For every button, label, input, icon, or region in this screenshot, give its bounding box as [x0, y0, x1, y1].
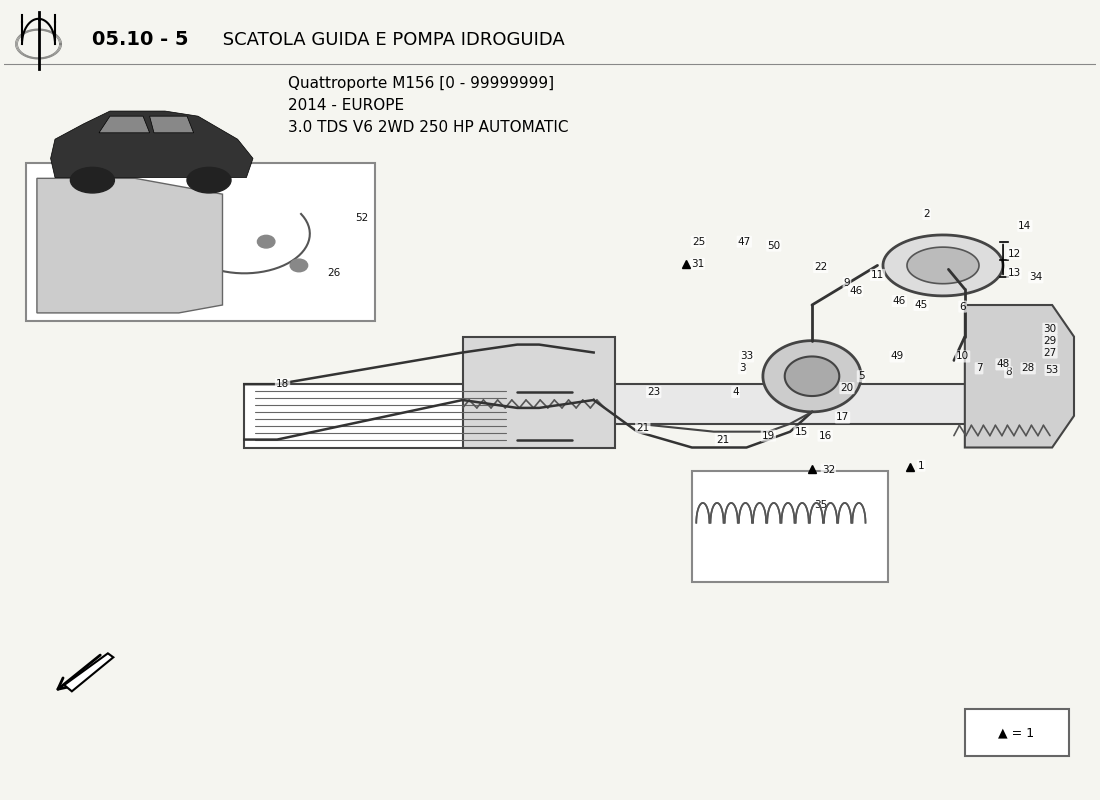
Text: 28: 28: [1022, 363, 1035, 374]
Text: 7: 7: [976, 363, 982, 374]
Text: 50: 50: [767, 241, 780, 250]
Text: 52: 52: [355, 213, 368, 223]
Text: 3: 3: [739, 363, 746, 374]
Text: 5: 5: [858, 371, 865, 382]
Text: 21: 21: [636, 422, 649, 433]
Text: 46: 46: [849, 286, 862, 296]
Text: 34: 34: [1030, 272, 1043, 282]
Text: 05.10 - 5: 05.10 - 5: [91, 30, 188, 50]
Text: 8: 8: [1005, 367, 1012, 378]
Text: 21: 21: [716, 434, 729, 445]
Polygon shape: [965, 305, 1074, 447]
Text: 47: 47: [738, 237, 751, 246]
FancyBboxPatch shape: [244, 384, 517, 447]
Polygon shape: [784, 357, 839, 396]
Text: 17: 17: [836, 413, 849, 422]
Text: 2014 - EUROPE: 2014 - EUROPE: [288, 98, 404, 113]
Text: 32: 32: [822, 465, 835, 474]
FancyBboxPatch shape: [965, 709, 1068, 756]
Text: 30: 30: [1044, 324, 1056, 334]
Text: 16: 16: [818, 430, 832, 441]
Text: 20: 20: [840, 383, 854, 393]
Text: 10: 10: [956, 351, 969, 362]
FancyBboxPatch shape: [692, 471, 889, 582]
Text: 49: 49: [891, 351, 904, 362]
Text: 45: 45: [914, 300, 927, 310]
Polygon shape: [763, 341, 861, 412]
Polygon shape: [64, 654, 113, 691]
Text: 33: 33: [740, 351, 754, 362]
Text: 35: 35: [814, 499, 827, 510]
Polygon shape: [463, 337, 616, 447]
Polygon shape: [883, 235, 1003, 296]
Text: SCATOLA GUIDA E POMPA IDROGUIDA: SCATOLA GUIDA E POMPA IDROGUIDA: [217, 30, 564, 49]
Text: 46: 46: [893, 296, 906, 306]
Text: 13: 13: [1008, 268, 1021, 278]
Text: 26: 26: [327, 268, 341, 278]
Circle shape: [257, 235, 275, 248]
Polygon shape: [51, 111, 253, 178]
FancyBboxPatch shape: [26, 162, 375, 321]
Text: 11: 11: [871, 270, 884, 280]
Text: 23: 23: [647, 387, 660, 397]
FancyBboxPatch shape: [605, 384, 1053, 424]
Text: 1: 1: [917, 461, 924, 470]
Text: 48: 48: [997, 359, 1010, 370]
Text: 3.0 TDS V6 2WD 250 HP AUTOMATIC: 3.0 TDS V6 2WD 250 HP AUTOMATIC: [288, 120, 569, 135]
Text: 27: 27: [1044, 347, 1057, 358]
Polygon shape: [150, 116, 194, 133]
Text: 31: 31: [691, 259, 704, 269]
Text: 15: 15: [794, 426, 807, 437]
Circle shape: [290, 259, 308, 272]
Circle shape: [70, 167, 114, 193]
Text: 19: 19: [761, 430, 776, 441]
Text: 29: 29: [1044, 336, 1057, 346]
Polygon shape: [37, 178, 222, 313]
Text: 22: 22: [814, 262, 827, 272]
Text: 9: 9: [844, 278, 850, 288]
Text: 18: 18: [276, 379, 289, 389]
Text: Quattroporte M156 [0 - 99999999]: Quattroporte M156 [0 - 99999999]: [288, 76, 554, 91]
Text: 12: 12: [1008, 249, 1021, 258]
Polygon shape: [99, 116, 150, 133]
Text: 4: 4: [733, 387, 739, 397]
Text: 53: 53: [1045, 365, 1059, 375]
Text: 25: 25: [692, 237, 705, 246]
Polygon shape: [908, 247, 979, 284]
Text: ▲ = 1: ▲ = 1: [998, 726, 1034, 739]
Text: 14: 14: [1019, 221, 1032, 231]
Text: 6: 6: [959, 302, 966, 311]
Circle shape: [187, 167, 231, 193]
Text: 2: 2: [923, 209, 930, 219]
